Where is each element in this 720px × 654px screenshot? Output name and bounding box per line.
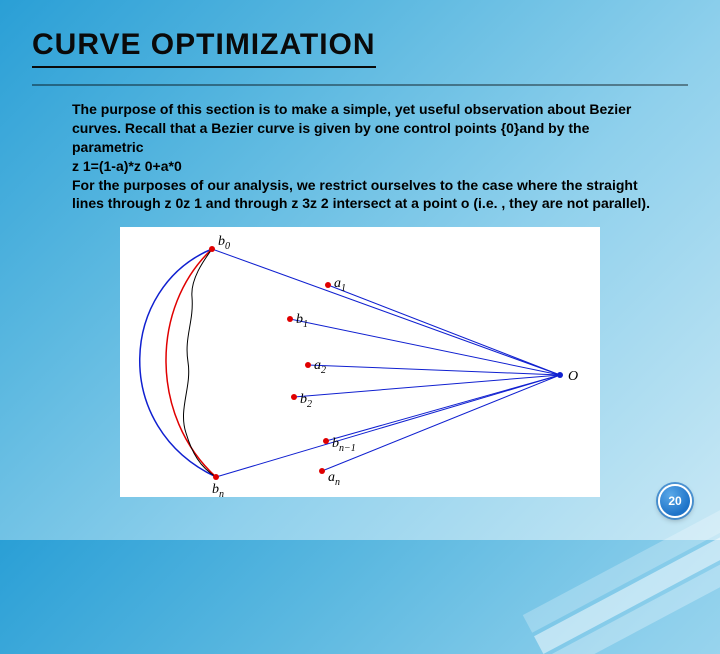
slide-title: CURVE OPTIMIZATION: [32, 28, 376, 68]
svg-text:O: O: [568, 369, 578, 384]
outer-blue-curve: [140, 249, 216, 477]
slide: CURVE OPTIMIZATION The purpose of this s…: [0, 0, 720, 540]
page-number-badge: 20: [658, 484, 692, 518]
blue-ray-lines: [212, 249, 560, 477]
point-labels: b0a1b1a2b2bn−1anbnO: [212, 234, 578, 497]
svg-text:b2: b2: [300, 392, 312, 410]
paragraph-2: For the purposes of our analysis, we res…: [72, 176, 658, 214]
corner-accent-stripes: [534, 486, 720, 654]
svg-text:bn: bn: [212, 482, 224, 497]
paragraph-1: The purpose of this section is to make a…: [72, 100, 658, 157]
figure-svg: b0a1b1a2b2bn−1anbnO: [120, 227, 600, 497]
bezier-figure: b0a1b1a2b2bn−1anbnO: [120, 227, 600, 497]
svg-text:an: an: [328, 470, 340, 488]
body-text: The purpose of this section is to make a…: [72, 100, 658, 213]
title-underline: CURVE OPTIMIZATION: [32, 28, 688, 86]
svg-text:a1: a1: [334, 276, 346, 294]
red-bezier-curve: [166, 249, 216, 477]
equation-line: z 1=(1-a)*z 0+a*0: [72, 157, 658, 176]
svg-text:b0: b0: [218, 234, 230, 252]
svg-text:a2: a2: [314, 358, 326, 376]
svg-text:b1: b1: [296, 312, 308, 330]
page-number: 20: [668, 494, 681, 508]
